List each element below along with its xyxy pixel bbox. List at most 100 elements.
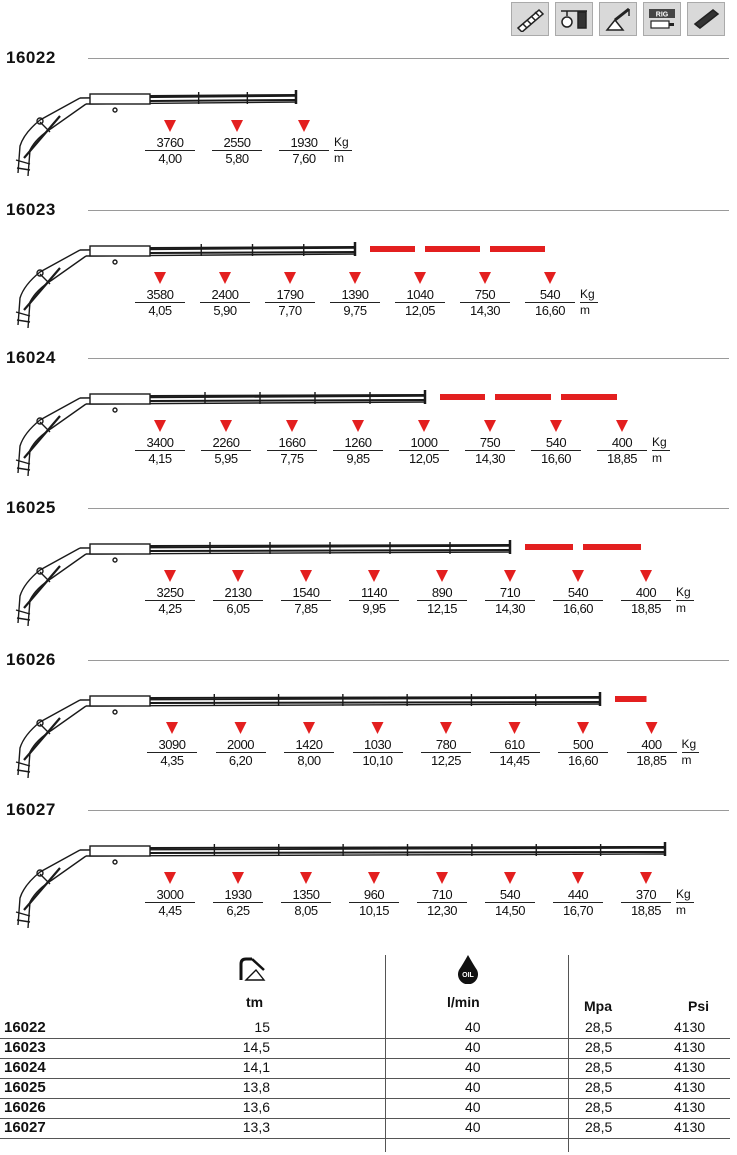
load-point-label: 750 14,30 xyxy=(465,435,515,466)
load-point-marker xyxy=(164,120,176,132)
load-point-label: 2130 6,05 xyxy=(213,585,263,616)
load-point-label: 1140 9,95 xyxy=(349,585,399,616)
load-point-label: 1930 7,60 xyxy=(279,135,329,166)
load-kg: 710 xyxy=(417,887,467,903)
load-point-label: 400 18,85 xyxy=(597,435,647,466)
jib-extension-bar xyxy=(490,246,545,252)
reach-m: 16,60 xyxy=(534,303,566,318)
load-point-marker xyxy=(231,120,243,132)
row-model: 16023 xyxy=(4,1039,46,1056)
table-row: 16024 14,1 40 28,5 4130 xyxy=(0,1058,730,1079)
unit-kg: Kg xyxy=(676,585,694,601)
row-flow: 40 xyxy=(465,1119,481,1135)
crane-diagram-16027 xyxy=(15,842,667,929)
load-kg: 440 xyxy=(553,887,603,903)
reach-m: 4,15 xyxy=(148,451,172,466)
oil-drop-icon: OIL xyxy=(455,954,481,985)
unit-m: m xyxy=(676,903,686,917)
table-row: 16027 13,3 40 28,5 4130 xyxy=(0,1118,730,1139)
separator-line xyxy=(88,58,729,59)
load-kg: 2000 xyxy=(215,737,266,753)
row-flow: 40 xyxy=(465,1039,481,1055)
model-title-16027: 16027 xyxy=(6,800,56,819)
jib-extension-bar xyxy=(495,394,551,400)
reach-m: 10,10 xyxy=(362,753,393,768)
reach-m: 10,15 xyxy=(358,903,390,918)
torque-icon xyxy=(236,956,266,982)
load-kg: 610 xyxy=(489,737,540,753)
load-point-marker xyxy=(164,570,176,582)
load-point-marker xyxy=(440,722,452,734)
reach-m: 16,70 xyxy=(562,903,594,918)
load-point-label: 1030 10,10 xyxy=(352,737,403,768)
load-kg: 400 xyxy=(621,585,671,601)
load-kg: 370 xyxy=(621,887,671,903)
load-point-marker xyxy=(371,722,384,734)
load-kg: 1140 xyxy=(349,585,399,601)
load-point-marker xyxy=(577,722,589,734)
load-kg: 2400 xyxy=(200,287,250,303)
load-point-marker xyxy=(640,872,652,884)
jib-extension-bar xyxy=(615,696,647,702)
flow-header: l/min xyxy=(447,994,480,1010)
reach-m: 16,60 xyxy=(567,753,599,768)
row-psi: 4130 xyxy=(674,1039,706,1055)
load-point-marker xyxy=(349,272,361,284)
reach-m: 5,90 xyxy=(213,303,237,318)
load-point-marker xyxy=(166,722,178,734)
load-kg: 750 xyxy=(460,287,510,303)
unit-kg: Kg xyxy=(681,737,700,753)
crane-diagram-16024 xyxy=(15,390,628,477)
reach-m: 4,00 xyxy=(158,151,182,166)
reach-m: 8,00 xyxy=(297,753,321,768)
load-kg: 3090 xyxy=(147,737,197,753)
load-point-label: 400 18,85 xyxy=(626,737,677,768)
crane-diagram-16025 xyxy=(15,540,652,627)
table-row: 16026 13,6 40 28,5 4130 xyxy=(0,1098,730,1119)
reach-m: 14,30 xyxy=(469,303,501,318)
load-kg: 400 xyxy=(597,435,647,451)
model-title-16023: 16023 xyxy=(6,200,56,219)
reach-m: 5,80 xyxy=(225,151,249,166)
load-kg: 1540 xyxy=(281,585,331,601)
row-model: 16024 xyxy=(4,1059,46,1076)
model-title-16022: 16022 xyxy=(6,48,56,67)
load-point-label: 2000 6,20 xyxy=(215,737,266,768)
load-point-label: 1930 6,25 xyxy=(213,887,263,918)
load-point-marker xyxy=(436,570,448,582)
jib-extension-bar xyxy=(561,394,617,400)
reach-m: 12,15 xyxy=(426,601,458,616)
separator-line xyxy=(88,660,729,661)
rig-icon: RIG xyxy=(643,2,681,36)
unit-m: m xyxy=(652,451,662,465)
load-point-label: 540 16,60 xyxy=(553,585,603,616)
tm-header: tm xyxy=(246,994,264,1010)
row-tm: 13,3 xyxy=(242,1119,270,1135)
load-point-marker xyxy=(352,420,364,432)
separator-line xyxy=(88,810,729,811)
load-point-label: 3000 4,45 xyxy=(145,887,195,918)
load-kg: 960 xyxy=(349,887,399,903)
table-divider xyxy=(385,955,386,1152)
unit-label: Kg m xyxy=(676,887,694,918)
load-point-label: 540 16,60 xyxy=(531,435,581,466)
unit-kg: Kg xyxy=(652,435,670,451)
table-row: 16025 13,8 40 28,5 4130 xyxy=(0,1078,730,1099)
unit-m: m xyxy=(681,753,692,767)
load-point-label: 2260 5,95 xyxy=(201,435,251,466)
load-kg: 540 xyxy=(485,887,535,903)
load-kg: 3580 xyxy=(135,287,185,303)
load-kg: 1000 xyxy=(399,435,449,451)
table-divider xyxy=(568,955,569,1152)
crane-diagram-16026 xyxy=(15,692,658,779)
load-kg: 1420 xyxy=(284,737,334,753)
load-kg: 890 xyxy=(417,585,467,601)
load-point-label: 890 12,15 xyxy=(417,585,467,616)
jib-extension-bar xyxy=(425,246,480,252)
reach-m: 4,25 xyxy=(158,601,182,616)
reach-m: 4,35 xyxy=(160,753,184,768)
unit-kg: Kg xyxy=(676,887,694,903)
slewing-crane-icon xyxy=(599,2,637,36)
load-point-label: 540 14,50 xyxy=(485,887,535,918)
table-row: 16023 14,5 40 28,5 4130 xyxy=(0,1038,730,1059)
